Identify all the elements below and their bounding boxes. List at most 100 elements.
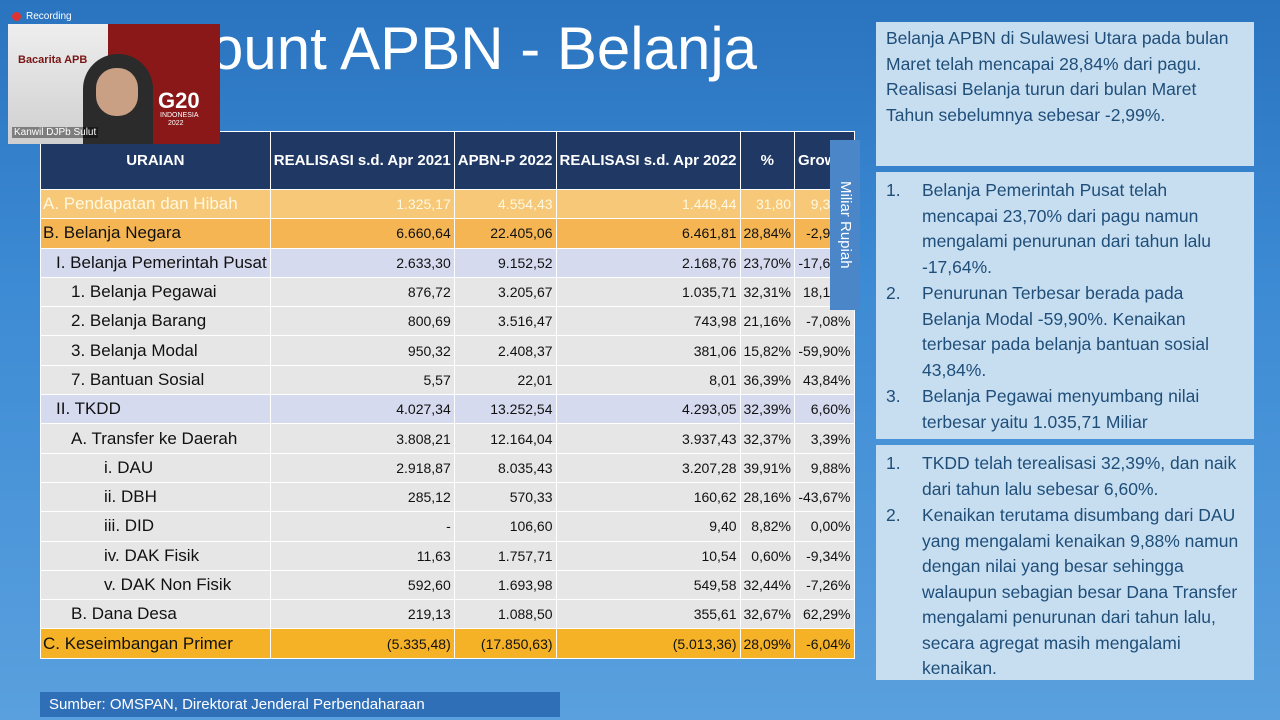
row-label: B. Dana Desa <box>40 599 271 630</box>
video-banner: Bacarita APB <box>18 54 88 66</box>
row-label: ii. DBH <box>40 481 271 513</box>
column-header: % <box>739 131 796 190</box>
cell-value: 23,70% <box>739 247 796 278</box>
cell-value: (5.013,36) <box>555 628 741 659</box>
cell-value: -9,34% <box>794 540 855 571</box>
list-item: 1. TKDD telah terealisasi 32,39%, dan nai… <box>886 451 1244 502</box>
cell-value: 28,09% <box>739 628 796 659</box>
cell-value: 6,60% <box>794 394 855 425</box>
row-label: 2. Belanja Barang <box>40 306 271 337</box>
cell-value: 3,39% <box>794 423 855 454</box>
table-row: i. DAU 2.918,87 8.035,43 3.207,28 39,91% 9,88… <box>40 452 855 483</box>
list-item: 3. Belanja Pegawai menyumbang nilai terbe… <box>886 384 1244 435</box>
table-row: I. Belanja Pemerintah Pusat 2.633,30 9.152… <box>40 247 855 278</box>
row-label: B. Belanja Negara <box>40 218 271 249</box>
cell-value: 743,98 <box>555 306 741 337</box>
table-row: iv. DAK Fisik 11,63 1.757,71 10,54 0,60% -9,3… <box>40 540 855 571</box>
cell-value: 39,91% <box>739 452 796 483</box>
recording-indicator: Recording <box>12 11 72 22</box>
cell-value: 6.660,64 <box>269 218 455 249</box>
table-row: 3. Belanja Modal 950,32 2.408,37 381,06 15,8… <box>40 335 855 366</box>
video-thumbnail: Bacarita APB G20 INDONESIA 2022 Kanwil D… <box>8 24 220 144</box>
cell-value: 570,33 <box>453 481 557 513</box>
column-header: REALISASI s.d. Apr 2022 <box>555 131 741 190</box>
row-label: C. Keseimbangan Primer <box>40 628 271 659</box>
source-note: Sumber: OMSPAN, Direktorat Jenderal Perb… <box>40 692 560 717</box>
video-caption: Kanwil DJPb Sulut <box>12 127 99 138</box>
cell-value: 549,58 <box>555 569 741 601</box>
cell-value: 43,84% <box>794 364 855 396</box>
column-header: APBN-P 2022 <box>453 131 557 190</box>
cell-value: 13.252,54 <box>453 394 557 425</box>
list-number: 1. <box>886 453 901 473</box>
cell-value: 22.405,06 <box>453 218 557 249</box>
list-text: Belanja Pegawai menyumbang nilai terbesa… <box>922 386 1200 432</box>
table-row: C. Keseimbangan Primer (5.335,48) (17.850,… <box>40 628 855 659</box>
cell-value: 1.035,71 <box>555 276 741 308</box>
cell-value: 15,82% <box>739 335 796 366</box>
cell-value: 1.325,17 <box>269 188 455 220</box>
cell-value: 36,39% <box>739 364 796 396</box>
cell-value: 950,32 <box>269 335 455 366</box>
cell-value: 106,60 <box>453 511 557 542</box>
cell-value: 62,29% <box>794 599 855 630</box>
cell-value: 800,69 <box>269 306 455 337</box>
cell-value: 32,39% <box>739 394 796 425</box>
cell-value: 8,82% <box>739 511 796 542</box>
row-label: iv. DAK Fisik <box>40 540 271 571</box>
table-row: B. Dana Desa 219,13 1.088,50 355,61 32,67% 62… <box>40 599 855 630</box>
cell-value: 4.027,34 <box>269 394 455 425</box>
table-row: 2. Belanja Barang 800,69 3.516,47 743,98 21,… <box>40 306 855 337</box>
cell-value: 285,12 <box>269 481 455 513</box>
recording-label: Recording <box>26 11 72 22</box>
cell-value: 3.205,67 <box>453 276 557 308</box>
cell-value: 355,61 <box>555 599 741 630</box>
video-logo-year: 2022 <box>168 120 184 127</box>
table-row: B. Belanja Negara 6.660,64 22.405,06 6.461,… <box>40 218 855 249</box>
table-row: 7. Bantuan Sosial 5,57 22,01 8,01 36,39% 43,8… <box>40 364 855 396</box>
video-logo: G20 <box>158 88 200 113</box>
list-item: 2. Penurunan Terbesar berada pada Belanja… <box>886 281 1244 383</box>
cell-value: 160,62 <box>555 481 741 513</box>
cell-value: -7,26% <box>794 569 855 601</box>
list-panel: 1. Belanja Pemerintah Pusat telah mencapa… <box>876 172 1254 439</box>
cell-value: 4.554,43 <box>453 188 557 220</box>
row-label: v. DAK Non Fisik <box>40 569 271 601</box>
list-number: 2. <box>886 283 901 303</box>
cell-value: 219,13 <box>269 599 455 630</box>
row-label: iii. DID <box>40 511 271 542</box>
cell-value: 1.448,44 <box>555 188 741 220</box>
cell-value: 2.408,37 <box>453 335 557 366</box>
row-label: 1. Belanja Pegawai <box>40 276 271 308</box>
cell-value: 8,01 <box>555 364 741 396</box>
cell-value: 3.808,21 <box>269 423 455 454</box>
table-row: ii. DBH 285,12 570,33 160,62 28,16% -43,67% <box>40 481 855 513</box>
row-label: II. TKDD <box>40 394 271 425</box>
row-label: 3. Belanja Modal <box>40 335 271 366</box>
cell-value: 32,37% <box>739 423 796 454</box>
cell-value: 3.516,47 <box>453 306 557 337</box>
cell-value: 2.168,76 <box>555 247 741 278</box>
row-label: I. Belanja Pemerintah Pusat <box>40 247 271 278</box>
cell-value: 28,84% <box>739 218 796 249</box>
cell-value: 4.293,05 <box>555 394 741 425</box>
cell-value: 2.918,87 <box>269 452 455 483</box>
cell-value: 3.937,43 <box>555 423 741 454</box>
cell-value: 31,80 <box>739 188 796 220</box>
table-row: A. Pendapatan dan Hibah 1.325,17 4.554,43 1… <box>40 188 855 220</box>
cell-value: 8.035,43 <box>453 452 557 483</box>
cell-value: 21,16% <box>739 306 796 337</box>
row-label: 7. Bantuan Sosial <box>40 364 271 396</box>
cell-value: -7,08% <box>794 306 855 337</box>
cell-value: 11,63 <box>269 540 455 571</box>
cell-value: 9.152,52 <box>453 247 557 278</box>
cell-value: 28,16% <box>739 481 796 513</box>
cell-value: 10,54 <box>555 540 741 571</box>
list-item: 2. Kenaikan terutama disumbang dari DAU y… <box>886 503 1244 682</box>
row-label: A. Pendapatan dan Hibah <box>40 188 271 220</box>
data-table: URAIAN REALISASI s.d. Apr 2021 APBN-P 2022… <box>40 131 855 659</box>
cell-value: 1.757,71 <box>453 540 557 571</box>
cell-value: - <box>269 511 455 542</box>
cell-value: 1.693,98 <box>453 569 557 601</box>
